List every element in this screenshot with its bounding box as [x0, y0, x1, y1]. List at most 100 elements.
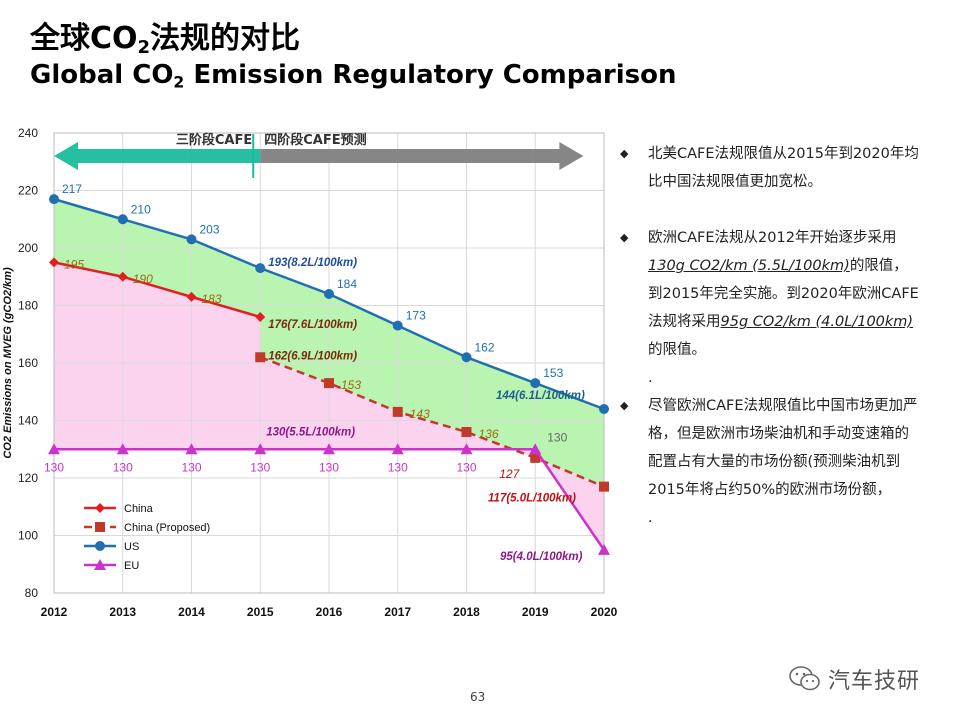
x-tick-label: 2018: [453, 605, 480, 619]
data-label-us: 184: [337, 277, 357, 291]
y-tick-label: 100: [18, 529, 38, 543]
page-title-zh: 全球CO2法规的对比: [30, 21, 301, 59]
legend-marker: [95, 522, 105, 532]
legend-marker: [94, 559, 106, 570]
data-label-eu: 130: [181, 460, 201, 474]
co2-regulation-chart: 80 100 120 140 160 180 200 220 240 2012 2013 2014 20…: [2, 126, 618, 619]
y-tick-label: 220: [18, 184, 38, 198]
series-line-china-proposed: [259, 356, 605, 488]
data-label-china-proposed: 143: [410, 407, 430, 421]
data-point-us: [186, 234, 197, 245]
x-tick-label: 2017: [384, 605, 411, 619]
wechat-icon: [789, 666, 820, 691]
data-label-us: 162: [475, 340, 495, 354]
y-tick-label: 240: [18, 126, 38, 140]
diamond-bullet-icon: ◆: [620, 147, 629, 160]
data-point-china: [49, 257, 59, 268]
data-label-us: 203: [200, 222, 220, 236]
note-us: ◆ 北美CAFE法规限值从2015年到2020年均比中国法规限值更加宽松。: [620, 140, 920, 196]
data-label-china: 195: [64, 257, 84, 271]
x-tick-label: 2015: [247, 605, 274, 619]
annotation-label: 193(8.2L/100km): [268, 257, 357, 269]
annotation-label: 176(7.6L/100km): [268, 319, 357, 331]
annotation-label: 144(6.1L/100km): [496, 390, 585, 402]
legend-marker: [95, 541, 105, 551]
data-label-china-proposed: 136: [479, 427, 499, 441]
data-label-eu: 130: [113, 460, 133, 474]
data-label-eu: 130: [44, 460, 64, 474]
page-number: 63: [470, 690, 486, 704]
notes-panel: ◆ 北美CAFE法规限值从2015年到2020年均比中国法规限值更加宽松。 ◆ …: [620, 140, 920, 532]
annotation-label: 117(5.0L/100km): [488, 493, 576, 505]
x-tick-label: 2013: [109, 605, 136, 619]
data-label-us: 217: [62, 182, 82, 196]
page-title-en: Global CO2 Emission Regulatory Compariso…: [30, 60, 677, 92]
x-tick-label: 2012: [41, 605, 68, 619]
data-point-china: [117, 271, 128, 282]
annotation-label: 130(5.5L/100km): [266, 426, 355, 438]
data-label-us: 173: [406, 309, 426, 323]
data-point-eu: [254, 443, 267, 455]
data-point-us: [324, 289, 334, 299]
phase-arrow: [54, 142, 261, 170]
y-axis-title: CO2 Emissions on MVEG (gCO2/km): [2, 267, 14, 459]
data-point-china-proposed: [461, 427, 472, 437]
x-tick-label: 2016: [316, 605, 343, 619]
data-label-eu: 130: [388, 460, 408, 474]
data-point-us: [49, 194, 59, 205]
data-point-eu: [460, 443, 473, 455]
legend-label: EU: [124, 560, 139, 572]
data-point-eu: [185, 443, 198, 455]
plot-area: [53, 132, 605, 594]
y-tick-label: 180: [18, 299, 38, 313]
y-tick-label: 120: [18, 471, 38, 485]
data-label-china-proposed: 153: [341, 378, 361, 392]
data-label-eu: 130: [250, 460, 270, 474]
data-point-eu: [598, 543, 610, 555]
data-label-china-proposed: 127: [499, 467, 520, 481]
note-diesel: ◆ 尽管欧洲CAFE法规限值比中国市场更加严格，但是欧洲市场柴油机和手动变速箱的…: [620, 392, 920, 504]
watermark: 汽车技研: [788, 663, 920, 695]
legend-label: China: [124, 503, 154, 515]
phase-arrow-label: 三阶段CAFE: [176, 132, 252, 148]
y-tick-label: 140: [18, 414, 38, 428]
phase-arrow-label: 四阶段CAFE预测: [264, 132, 366, 148]
annotation-label: 95(4.0L/100km): [500, 551, 583, 563]
legend-marker: [95, 503, 105, 513]
data-point-china: [186, 291, 197, 302]
data-label-china: 190: [133, 272, 153, 286]
series-line-china: [53, 261, 261, 319]
data-label-us: 210: [131, 202, 151, 216]
data-point-china-proposed: [324, 378, 334, 389]
data-point-china-proposed: [255, 352, 266, 363]
data-point-us: [530, 378, 541, 389]
x-tick-label: 2020: [591, 605, 618, 619]
diamond-bullet-icon: ◆: [620, 399, 629, 412]
data-label-china: 183: [202, 292, 222, 306]
note-dot: .: [648, 370, 653, 386]
phase-arrow: [260, 142, 584, 170]
note-eu: ◆ 欧洲CAFE法规从2012年开始逐步采用130g CO2/km (5.5L/…: [620, 224, 920, 364]
data-point-china-proposed: [530, 452, 541, 463]
data-label-eu: 130: [456, 460, 476, 474]
data-label-us: 153: [543, 366, 563, 380]
data-point-eu: [529, 443, 542, 455]
note-dot: .: [648, 510, 653, 526]
data-point-us: [117, 214, 128, 225]
y-tick-label: 200: [18, 241, 38, 255]
eu-2015-limit: 130g CO2/km (5.5L/100km): [648, 258, 850, 274]
data-point-china-proposed: [392, 406, 403, 417]
data-point-eu: [116, 443, 129, 455]
data-point-us: [599, 404, 609, 414]
diamond-bullet-icon: ◆: [620, 231, 629, 244]
data-point-us: [461, 352, 472, 363]
watermark-text: 汽车技研: [828, 669, 921, 694]
x-tick-label: 2014: [178, 605, 205, 619]
data-point-us: [255, 263, 266, 274]
data-label-eu: 130: [547, 430, 567, 444]
legend-label: China (Proposed): [124, 522, 210, 534]
annotation-label: 162(6.9L/100km): [268, 350, 357, 362]
data-point-china-proposed: [599, 481, 609, 492]
legend-label: US: [124, 541, 139, 553]
data-point-china: [255, 312, 266, 322]
